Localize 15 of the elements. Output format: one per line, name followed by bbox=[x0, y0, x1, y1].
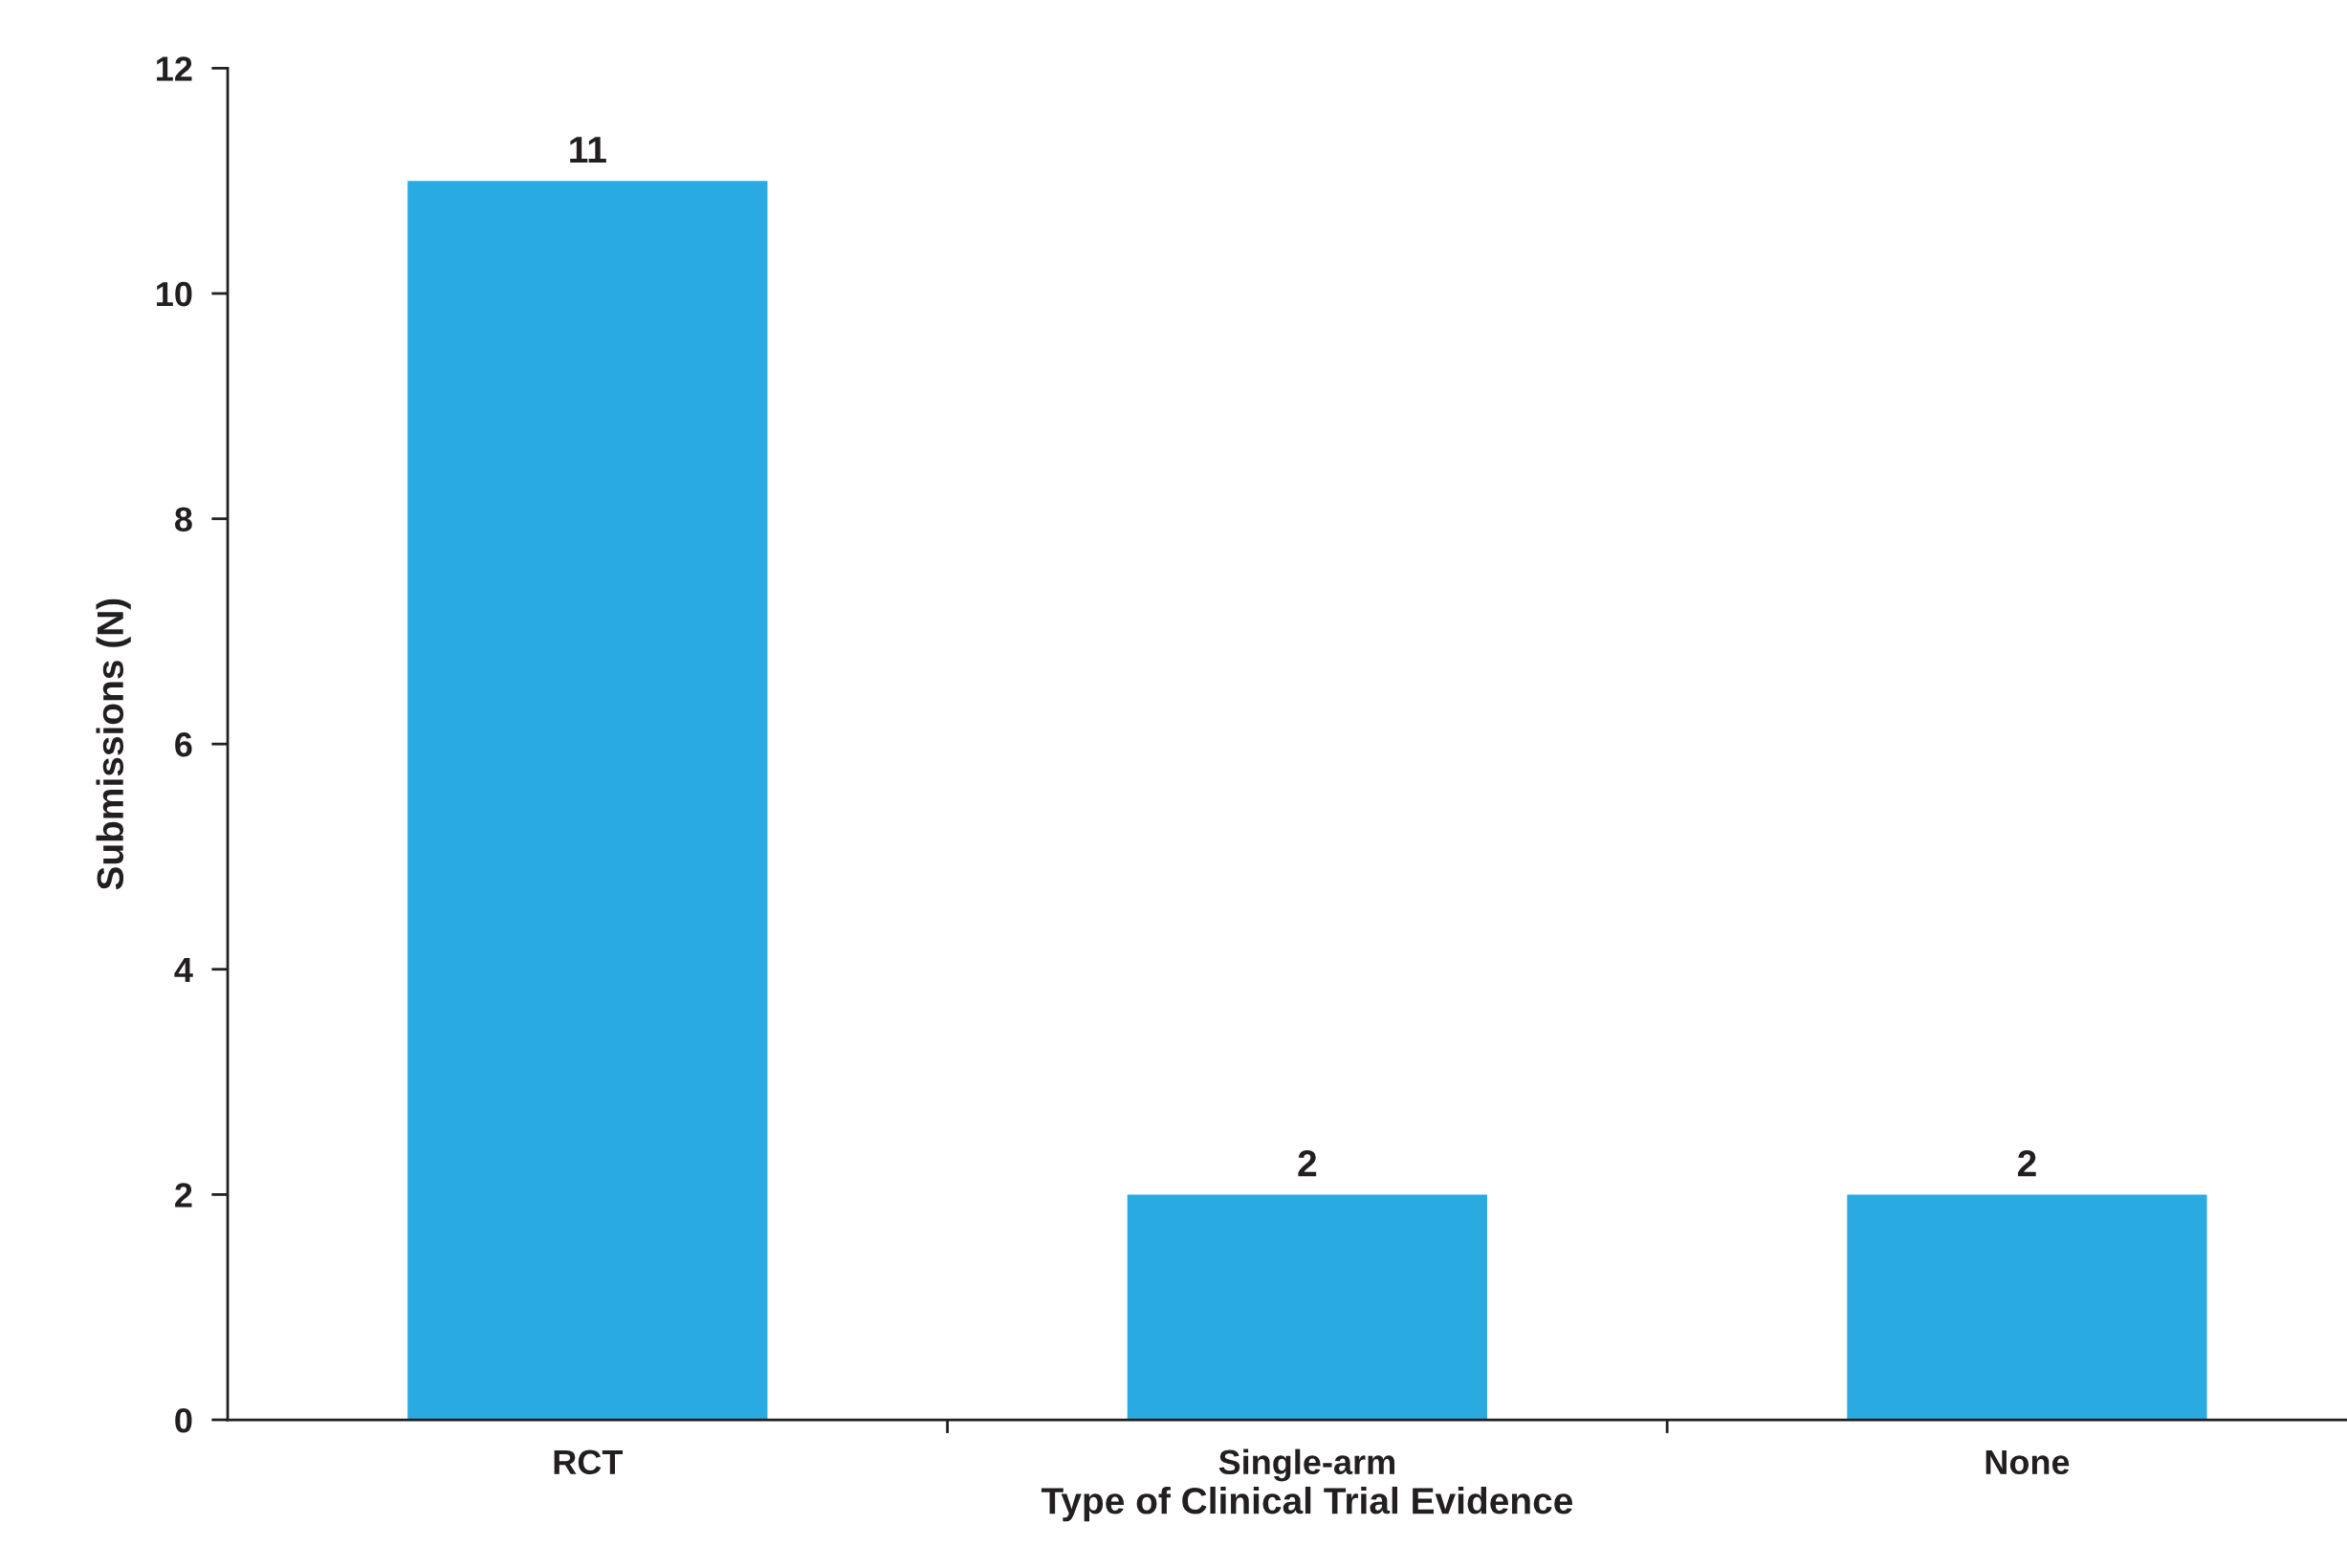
data-label: 2 bbox=[2017, 1150, 2036, 1177]
y-tick-label: 8 bbox=[174, 507, 192, 533]
y-tick-label: 4 bbox=[174, 958, 193, 982]
x-axis-title: Type of Clinical Trial Evidence bbox=[1041, 1486, 1573, 1522]
y-tick-label: 2 bbox=[175, 1183, 192, 1208]
y-tick-label: 10 bbox=[157, 281, 192, 307]
data-label: 11 bbox=[570, 137, 606, 163]
x-tick-label: Single-arm bbox=[1218, 1448, 1394, 1482]
x-tick-label: None bbox=[1985, 1449, 2070, 1475]
data-label: 2 bbox=[1298, 1150, 1317, 1177]
y-tick-label: 6 bbox=[175, 732, 192, 757]
y-tick-label: 0 bbox=[175, 1407, 192, 1433]
y-axis-title: Submissions (N) bbox=[96, 599, 131, 890]
x-tick-label: RCT bbox=[554, 1449, 624, 1475]
y-tick-label: 12 bbox=[157, 56, 192, 81]
